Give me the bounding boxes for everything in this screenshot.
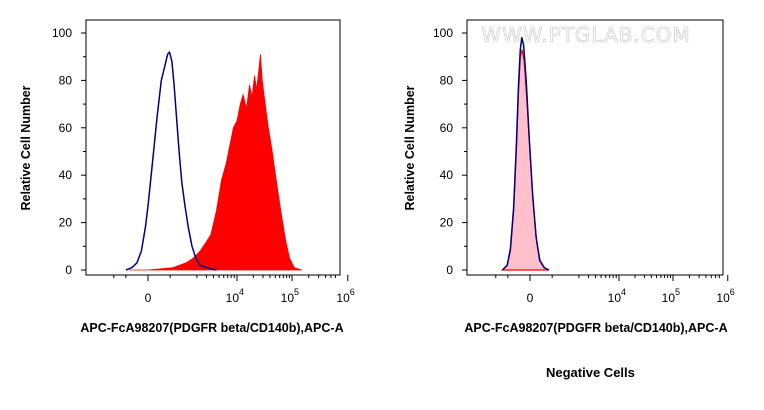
x-tick-label: 10 xyxy=(716,291,730,305)
series-line-1 xyxy=(501,36,550,271)
y-tick-label: 80 xyxy=(440,73,454,87)
x-tick-label: 0 xyxy=(527,291,534,305)
watermark-text: WWW.PTGLAB.COM xyxy=(481,23,691,47)
y-tick-label: 100 xyxy=(52,26,72,40)
x-tick-exponent: 6 xyxy=(730,287,735,297)
series-area-0 xyxy=(129,54,302,271)
y-tick-label: 20 xyxy=(440,216,454,230)
x-tick-label: 10 xyxy=(281,291,295,305)
panel-caption: Negative Cells xyxy=(546,365,635,380)
x-axis-title: APC-FcA98207(PDGFR beta/CD140b),APC-A xyxy=(464,321,727,335)
x-tick-exponent: 5 xyxy=(675,287,680,297)
x-tick-label: 10 xyxy=(226,291,240,305)
y-tick-label: 40 xyxy=(59,168,73,182)
x-tick-exponent: 4 xyxy=(621,287,626,297)
y-tick-label: 100 xyxy=(433,26,453,40)
x-tick-exponent: 4 xyxy=(239,287,244,297)
y-axis-title: Relative Cell Number xyxy=(19,85,33,210)
y-tick-label: 40 xyxy=(440,168,454,182)
plot-frame xyxy=(466,19,724,276)
y-tick-label: 0 xyxy=(65,263,72,277)
y-tick-label: 80 xyxy=(59,73,73,87)
x-tick-label: 10 xyxy=(662,291,676,305)
y-tick-label: 60 xyxy=(440,121,454,135)
y-tick-label: 20 xyxy=(59,216,73,230)
series-layer xyxy=(125,51,302,271)
x-tick-label: 10 xyxy=(608,291,622,305)
x-tick-exponent: 5 xyxy=(294,287,299,297)
y-tick-label: 60 xyxy=(59,121,73,135)
x-tick-exponent: 6 xyxy=(350,287,355,297)
x-tick-label: 10 xyxy=(336,291,350,305)
x-tick-label: 0 xyxy=(145,291,152,305)
series-layer xyxy=(500,36,550,271)
plot-frame xyxy=(85,19,341,276)
y-axis-title: Relative Cell Number xyxy=(403,85,417,210)
series-line-1 xyxy=(125,51,217,271)
y-tick-label: 0 xyxy=(446,263,453,277)
x-axis-title: APC-FcA98207(PDGFR beta/CD140b),APC-A xyxy=(80,321,343,335)
